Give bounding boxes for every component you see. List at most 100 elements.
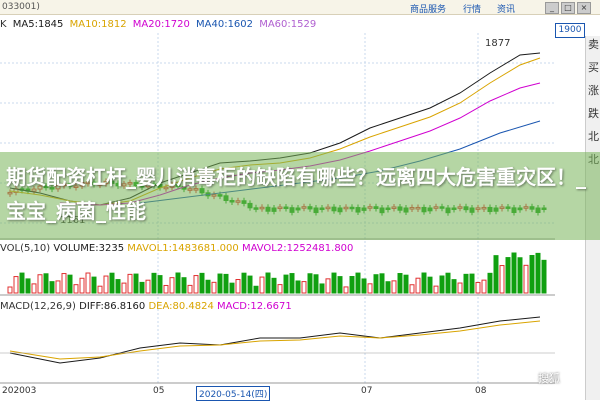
- volume-bar: [109, 272, 115, 294]
- volume-bar: [409, 284, 415, 294]
- volume-bar: [511, 252, 517, 294]
- volume-bar: [421, 272, 427, 294]
- volume-bar: [43, 273, 49, 294]
- macd-dea-line: [9, 320, 541, 360]
- volume-bar: [445, 272, 451, 294]
- volume-bar: [211, 281, 217, 294]
- minimize-icon[interactable]: _: [545, 2, 559, 14]
- volume-bar: [235, 279, 241, 294]
- volume-bar: [331, 272, 337, 294]
- volume-bar: [25, 278, 31, 294]
- xaxis-label-0: 202003: [2, 386, 37, 396]
- volume-bar: [193, 275, 199, 294]
- sidebar-north1[interactable]: 北: [588, 130, 599, 143]
- volume-bar: [397, 273, 403, 294]
- stock-code: 033001): [2, 2, 40, 12]
- volume-bar: [301, 281, 307, 294]
- volume-bar: [415, 277, 421, 294]
- xaxis-label-1: 05: [153, 386, 165, 396]
- volume-bar: [379, 273, 385, 294]
- volume-bar: [475, 281, 481, 294]
- volume-bar: [181, 277, 187, 294]
- volume-bar: [337, 276, 343, 294]
- macd-diff-line: [9, 316, 541, 364]
- volume-bar: [169, 277, 175, 294]
- volume-bar: [319, 283, 325, 294]
- sidebar-buy[interactable]: 买: [588, 61, 599, 74]
- volume-bar: [361, 278, 367, 294]
- volume-bar: [115, 279, 121, 294]
- volume-bar: [427, 276, 433, 294]
- volume-bar: [13, 276, 19, 294]
- volume-bar: [325, 278, 331, 294]
- volume-bar: [457, 282, 463, 294]
- xaxis-label-4: 08: [475, 386, 487, 396]
- volume-bar: [241, 272, 247, 294]
- x-axis: 202003 05 2020-05-14(四) 07 08: [0, 384, 555, 401]
- sidebar-rise[interactable]: 涨: [588, 84, 599, 97]
- volume-bar: [505, 257, 511, 294]
- volume-bar: [247, 275, 253, 294]
- volume-bar: [217, 273, 223, 294]
- mavol1-label: MAVOL1:1483681.000: [127, 243, 239, 254]
- vol-legend: VOL(5,10) VOLUME:3235 MAVOL1:1483681.000…: [0, 243, 353, 254]
- volume-bar: [31, 283, 37, 294]
- menu-item-quotes[interactable]: 行情: [463, 5, 482, 15]
- mavol2-label: MAVOL2:1252481.800: [241, 243, 354, 254]
- volume-bar: [265, 272, 271, 294]
- maximize-icon[interactable]: □: [561, 2, 575, 14]
- volume-bar: [451, 279, 457, 294]
- volume-bar: [55, 280, 61, 294]
- close-icon[interactable]: ×: [577, 2, 591, 14]
- macd-legend: MACD(12,26,9) DIFF:86.8160 DEA:80.4824 M…: [0, 301, 292, 312]
- volume-bar: [85, 272, 91, 294]
- volume-bar: [97, 285, 103, 294]
- volume-bar: [343, 286, 349, 294]
- volume-bar: [517, 257, 523, 294]
- volume-bar: [49, 281, 55, 294]
- volume-bar: [7, 286, 13, 294]
- sidebar-fall[interactable]: 跌: [588, 107, 599, 120]
- volume-bar: [37, 274, 43, 294]
- sidebar-sell[interactable]: 卖: [588, 38, 599, 51]
- volume-bar: [139, 281, 145, 294]
- watermark: 搜狐: [538, 372, 560, 385]
- volume-bar: [349, 276, 355, 294]
- k-label: K: [0, 19, 7, 30]
- volume-bar: [487, 272, 493, 294]
- ma20-label: MA20:1720: [132, 19, 190, 30]
- volume-bar: [121, 282, 127, 294]
- volume-bar: [163, 284, 169, 294]
- volume-bar: [529, 255, 535, 294]
- volume-bar: [499, 265, 505, 294]
- macd-label: MACD(12,26,9): [0, 301, 76, 312]
- article-title[interactable]: 期货配资杠杆_婴儿消毒柜的缺陷有哪些？远离四大危害重灾区！_宝宝_病菌_性能: [6, 165, 586, 223]
- dea-label: DEA:80.4824: [148, 301, 214, 312]
- volume-bar: [373, 274, 379, 294]
- volume-bar: [253, 285, 259, 294]
- volume-bar: [175, 272, 181, 294]
- ma-legend: K MA5:1845 MA10:1812 MA20:1720 MA40:1602…: [0, 19, 580, 33]
- article-overlay[interactable]: 期货配资杠杆_婴儿消毒柜的缺陷有哪些？远离四大危害重灾区！_宝宝_病菌_性能: [0, 152, 600, 240]
- volume-bar: [289, 273, 295, 294]
- volume-bar: [67, 274, 73, 294]
- volume-bar: [283, 274, 289, 294]
- volume-bar: [469, 273, 475, 294]
- volume-bar: [127, 273, 133, 294]
- menu-item-news[interactable]: 资讯: [497, 5, 516, 15]
- vol-label: VOL(5,10): [0, 243, 51, 254]
- volume-bar: [367, 283, 373, 294]
- ma5-label: MA5:1845: [12, 19, 64, 30]
- xaxis-label-selected[interactable]: 2020-05-14(四): [196, 386, 271, 401]
- volume-bar: [151, 272, 157, 294]
- volume-bar: [61, 273, 67, 294]
- volume-bar: [223, 273, 229, 294]
- volume-bar: [523, 264, 529, 294]
- ma10-label: MA10:1812: [69, 19, 127, 30]
- ma60-label: MA60:1529: [259, 19, 317, 30]
- volume-bar: [187, 284, 193, 294]
- menu-item-services[interactable]: 商品服务: [410, 5, 447, 15]
- volume-bar: [433, 285, 439, 294]
- volume-bar: [313, 274, 319, 294]
- volume-bar: [19, 272, 25, 294]
